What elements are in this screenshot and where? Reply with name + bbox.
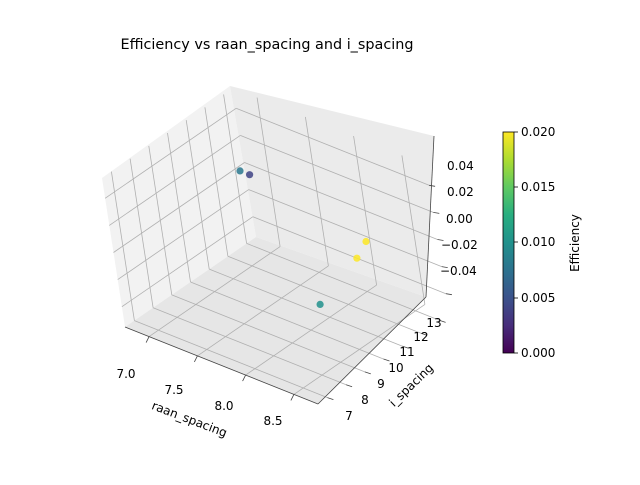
z-gridline-side — [104, 107, 237, 199]
y-tick-mark — [364, 371, 371, 375]
y-tick-mark — [327, 397, 334, 400]
colorbar-tick-label: 0.020 — [521, 125, 555, 139]
y-tick-mark — [402, 345, 409, 349]
data-point — [362, 237, 370, 246]
x-tick-mark — [194, 355, 198, 363]
y-gridline-floor — [246, 243, 440, 321]
x-tick-mark — [290, 394, 295, 401]
y-gridline-floor — [209, 268, 403, 347]
colorbar-tick-label: 0.005 — [521, 291, 555, 305]
z-gridline-back — [235, 107, 430, 186]
z-gridline-back — [240, 135, 434, 213]
grid-lines — [104, 94, 447, 398]
data-point — [353, 254, 361, 262]
y-gridline-floor — [227, 255, 422, 334]
y-tick-label: 10 — [388, 361, 403, 375]
y-gridline-floor — [171, 294, 365, 373]
y-tick-mark — [439, 320, 446, 323]
data-point — [246, 171, 254, 179]
y-tick-label: 11 — [399, 345, 414, 359]
y-tick-mark — [345, 384, 353, 388]
x-tick-label: 7.5 — [164, 383, 183, 397]
z-tick-label: 0.00 — [446, 212, 473, 226]
z-tick-label: 0.04 — [447, 159, 474, 173]
z-tick-mark — [441, 266, 448, 268]
x-tick-label: 8.5 — [263, 414, 282, 428]
y-gridline-floor — [190, 281, 384, 360]
y-tick-mark — [383, 358, 390, 362]
colorbar — [502, 131, 515, 354]
z-gridline-side — [117, 189, 249, 280]
z-gridline-back — [252, 216, 447, 295]
y-gridline-floor — [152, 307, 347, 386]
axis-tick-marks — [145, 184, 452, 401]
floor-pane — [125, 237, 426, 404]
y-gridline-floor — [134, 320, 328, 398]
colorbar-tick-label: 0.015 — [521, 180, 555, 194]
y-tick-label: 8 — [361, 393, 369, 407]
z-tick-mark — [445, 293, 452, 296]
colorbar-tick-label: 0.010 — [521, 235, 555, 249]
z-tick-label: −0.02 — [441, 238, 478, 252]
z-tick-mark — [429, 184, 436, 187]
colorbar-tick-label: 0.000 — [521, 346, 555, 360]
z-tick-mark — [437, 239, 444, 241]
data-point — [316, 300, 324, 308]
y-tick-label: 12 — [413, 330, 428, 344]
z-gridline-back — [248, 189, 442, 267]
chart-title: Efficiency vs raan_spacing and i_spacing — [121, 37, 414, 53]
x-tick-mark — [242, 374, 246, 382]
z-gridline-side — [121, 216, 254, 308]
z-tick-label: −0.04 — [440, 264, 477, 278]
z-gridline-back — [244, 162, 438, 240]
z-gridline-side — [109, 135, 241, 226]
x-tick-label: 7.0 — [116, 367, 135, 381]
z-tick-mark — [433, 212, 440, 214]
y-tick-label: 9 — [377, 377, 385, 391]
x-tick-mark — [145, 336, 150, 343]
pane-edges — [124, 135, 435, 405]
data-point — [236, 167, 244, 175]
y-tick-label: 7 — [345, 409, 353, 423]
data-points — [236, 167, 370, 308]
colorbar-tick-marks — [514, 131, 518, 354]
z-gridline-side — [113, 162, 245, 253]
y-tick-mark — [420, 332, 428, 336]
x-tick-label: 8.0 — [214, 399, 233, 413]
back-pane — [230, 86, 434, 297]
z-tick-label: 0.02 — [447, 185, 474, 199]
colorbar-label: Efficiency — [568, 214, 582, 272]
y-tick-label: 13 — [426, 316, 441, 330]
